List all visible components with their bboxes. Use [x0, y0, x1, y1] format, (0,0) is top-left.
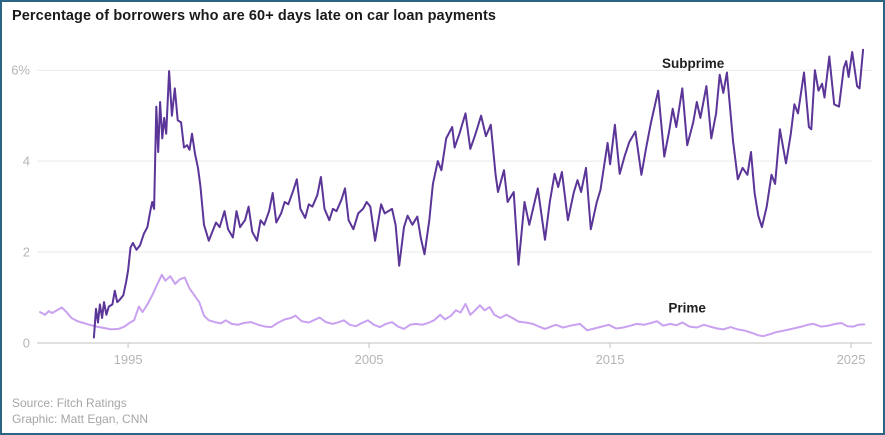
x-tick-label: 2015: [596, 352, 625, 367]
page-title: Percentage of borrowers who are 60+ days…: [12, 8, 497, 24]
y-tick-label: 4: [23, 154, 30, 169]
credit-line: Graphic: Matt Egan, CNN: [12, 412, 149, 426]
delinquency-chart: 0 2 4 6% 1995 2005 2015 2025 Subprime Prime: [11, 48, 872, 367]
series-line-subprime: [92, 48, 865, 339]
y-tick-label: 0: [23, 336, 30, 351]
source-credit-block: Source: Fitch Ratings Graphic: Matt Egan…: [12, 395, 148, 427]
source-line: Source: Fitch Ratings: [12, 396, 127, 410]
x-tick-label: 2025: [837, 352, 866, 367]
x-tick-label: 1995: [114, 352, 143, 367]
series-line-prime: [39, 273, 866, 338]
y-tick-label: 2: [23, 245, 30, 260]
series-label-prime: Prime: [668, 300, 706, 315]
x-tick-label: 2005: [355, 352, 384, 367]
y-tick-label: 6%: [11, 63, 30, 78]
series-label-subprime: Subprime: [662, 56, 725, 71]
